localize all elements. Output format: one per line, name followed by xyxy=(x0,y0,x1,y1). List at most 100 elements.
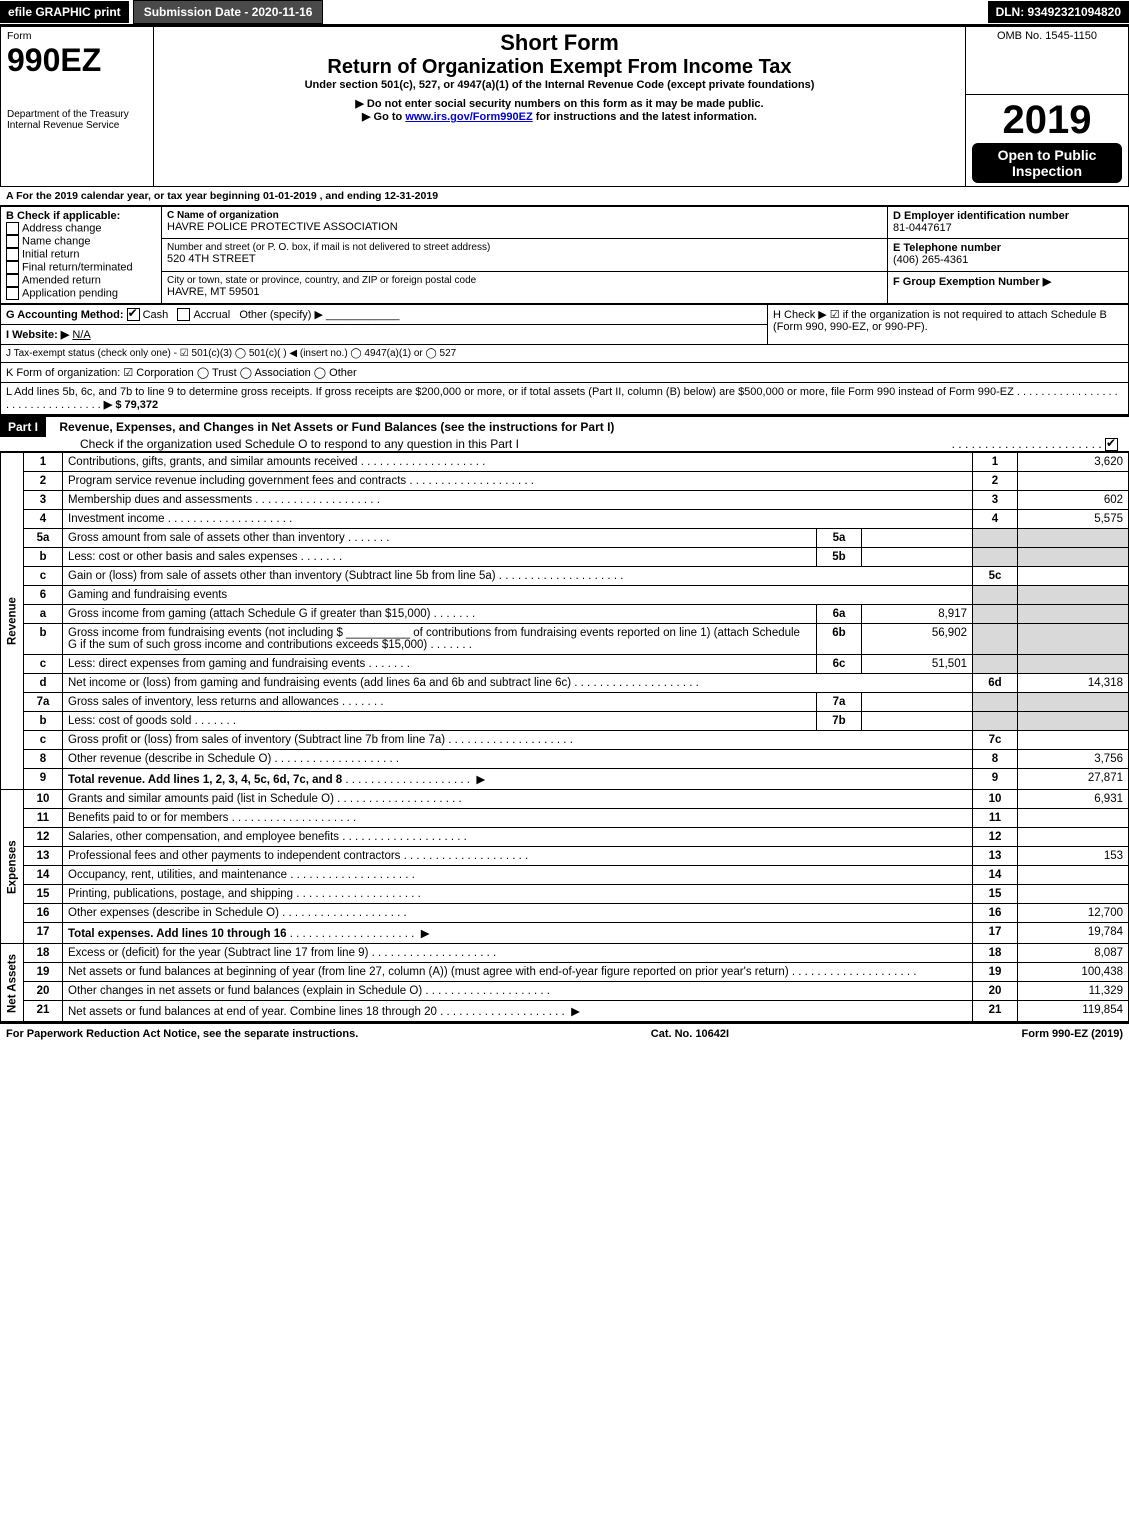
sub-amt-5b xyxy=(862,548,973,567)
line-desc-9: Total revenue. Add lines 1, 2, 3, 4, 5c,… xyxy=(63,769,973,790)
short-form-title: Short Form xyxy=(160,30,959,56)
line-desc-2: Program service revenue including govern… xyxy=(63,472,973,491)
line-num-1: 1 xyxy=(24,453,63,472)
opt-amended-return[interactable]: Amended return xyxy=(6,274,156,287)
line-desc-6d: Net income or (loss) from gaming and fun… xyxy=(63,674,973,693)
line-desc-14: Occupancy, rent, utilities, and maintena… xyxy=(63,866,973,885)
line-col-15: 15 xyxy=(973,885,1018,904)
org-name: HAVRE POLICE PROTECTIVE ASSOCIATION xyxy=(167,221,882,233)
line-amt-7c xyxy=(1018,731,1129,750)
irs-link[interactable]: www.irs.gov/Form990EZ xyxy=(405,111,532,123)
g-accrual-checkbox[interactable] xyxy=(177,308,190,321)
line-amt-11 xyxy=(1018,809,1129,828)
tax-period-row: A For the 2019 calendar year, or tax yea… xyxy=(0,187,1129,206)
line-desc-15: Printing, publications, postage, and shi… xyxy=(63,885,973,904)
line-col-17: 17 xyxy=(973,923,1018,944)
k-formorg: K Form of organization: ☑ Corporation ◯ … xyxy=(1,363,1129,383)
line-col-13: 13 xyxy=(973,847,1018,866)
line-col-3: 3 xyxy=(973,491,1018,510)
opt-initial-return[interactable]: Initial return xyxy=(6,248,156,261)
opt-final-return[interactable]: Final return/terminated xyxy=(6,261,156,274)
grey-num-6c xyxy=(973,655,1018,674)
line-num-6: 6 xyxy=(24,586,63,605)
page-footer: For Paperwork Reduction Act Notice, see … xyxy=(0,1022,1129,1044)
line-col-9: 9 xyxy=(973,769,1018,790)
sub-col-6c: 6c xyxy=(817,655,862,674)
line-num-19: 19 xyxy=(24,963,63,982)
line-num-5a: 5a xyxy=(24,529,63,548)
sub-amt-6c: 51,501 xyxy=(862,655,973,674)
line-desc-1: Contributions, gifts, grants, and simila… xyxy=(63,453,973,472)
sub-amt-7a xyxy=(862,693,973,712)
line-desc-21: Net assets or fund balances at end of ye… xyxy=(63,1001,973,1022)
line-amt-16: 12,700 xyxy=(1018,904,1129,923)
grey-amt-5a xyxy=(1018,529,1129,548)
form-header-table: Form 990EZ Department of the Treasury In… xyxy=(0,26,1129,187)
line-col-10: 10 xyxy=(973,790,1018,809)
line-num-17: 17 xyxy=(24,923,63,944)
side-label-net-assets: Net Assets xyxy=(1,944,24,1022)
line-col-5c: 5c xyxy=(973,567,1018,586)
efile-label: efile GRAPHIC print xyxy=(0,1,129,23)
g-cash-checkbox[interactable] xyxy=(127,308,140,321)
line-amt-19: 100,438 xyxy=(1018,963,1129,982)
grey-num-5b xyxy=(973,548,1018,567)
part1-schedule-o-checkbox[interactable] xyxy=(1105,438,1118,451)
grey-amt-5b xyxy=(1018,548,1129,567)
sub-col-7a: 7a xyxy=(817,693,862,712)
line-amt-5c xyxy=(1018,567,1129,586)
line-amt-1: 3,620 xyxy=(1018,453,1129,472)
line-desc-17: Total expenses. Add lines 10 through 16 … xyxy=(63,923,973,944)
omb-number: OMB No. 1545-1150 xyxy=(972,30,1122,42)
line-amt-13: 153 xyxy=(1018,847,1129,866)
line-col-21: 21 xyxy=(973,1001,1018,1022)
c-city-label: City or town, state or province, country… xyxy=(167,275,882,286)
line-col-14: 14 xyxy=(973,866,1018,885)
sub-col-6b: 6b xyxy=(817,624,862,655)
line-desc-b: Less: cost of goods sold . . . . . . . xyxy=(63,712,817,731)
line-col-18: 18 xyxy=(973,944,1018,963)
l-gross-receipts: L Add lines 5b, 6c, and 7b to line 9 to … xyxy=(1,383,1129,415)
sub-amt-6a: 8,917 xyxy=(862,605,973,624)
i-label: I Website: ▶ xyxy=(6,329,69,341)
line-desc-8: Other revenue (describe in Schedule O) .… xyxy=(63,750,973,769)
opt-application-pending[interactable]: Application pending xyxy=(6,287,156,300)
line-num-8: 8 xyxy=(24,750,63,769)
line-desc-4: Investment income . . . . . . . . . . . … xyxy=(63,510,973,529)
line-num-13: 13 xyxy=(24,847,63,866)
line-amt-8: 3,756 xyxy=(1018,750,1129,769)
line-num-7a: 7a xyxy=(24,693,63,712)
return-title: Return of Organization Exempt From Incom… xyxy=(160,56,959,79)
line-desc-c: Less: direct expenses from gaming and fu… xyxy=(63,655,817,674)
g-cash: Cash xyxy=(143,309,169,321)
line-num-a: a xyxy=(24,605,63,624)
line-num-7c: c xyxy=(24,731,63,750)
footer-left: For Paperwork Reduction Act Notice, see … xyxy=(6,1028,358,1040)
line-num-4: 4 xyxy=(24,510,63,529)
line-desc-11: Benefits paid to or for members . . . . … xyxy=(63,809,973,828)
line-amt-15 xyxy=(1018,885,1129,904)
sub-amt-6b: 56,902 xyxy=(862,624,973,655)
irs-link-note: ▶ Go to www.irs.gov/Form990EZ for instru… xyxy=(160,110,959,123)
note2-pre: ▶ Go to xyxy=(362,111,405,123)
line-num-c: c xyxy=(24,655,63,674)
line-num-2: 2 xyxy=(24,472,63,491)
part1-header-row: Part I Revenue, Expenses, and Changes in… xyxy=(0,415,1129,452)
top-bar: efile GRAPHIC print Submission Date - 20… xyxy=(0,0,1129,26)
opt-name-change[interactable]: Name change xyxy=(6,235,156,248)
opt-address-change[interactable]: Address change xyxy=(6,222,156,235)
org-city: HAVRE, MT 59501 xyxy=(167,286,882,298)
line-desc-10: Grants and similar amounts paid (list in… xyxy=(63,790,973,809)
part1-badge: Part I xyxy=(0,417,46,437)
line-col-1: 1 xyxy=(973,453,1018,472)
line-desc-6: Gaming and fundraising events xyxy=(63,586,973,605)
line-num-16: 16 xyxy=(24,904,63,923)
grey-num-5a xyxy=(973,529,1018,548)
sub-col-5a: 5a xyxy=(817,529,862,548)
side-label-expenses: Expenses xyxy=(1,790,24,944)
grey-amt-7a xyxy=(1018,693,1129,712)
g-label: G Accounting Method: xyxy=(6,309,124,321)
ghijkl-table: G Accounting Method: Cash Accrual Other … xyxy=(0,304,1129,416)
submission-date-button[interactable]: Submission Date - 2020-11-16 xyxy=(133,0,324,24)
line-desc-16: Other expenses (describe in Schedule O) … xyxy=(63,904,973,923)
